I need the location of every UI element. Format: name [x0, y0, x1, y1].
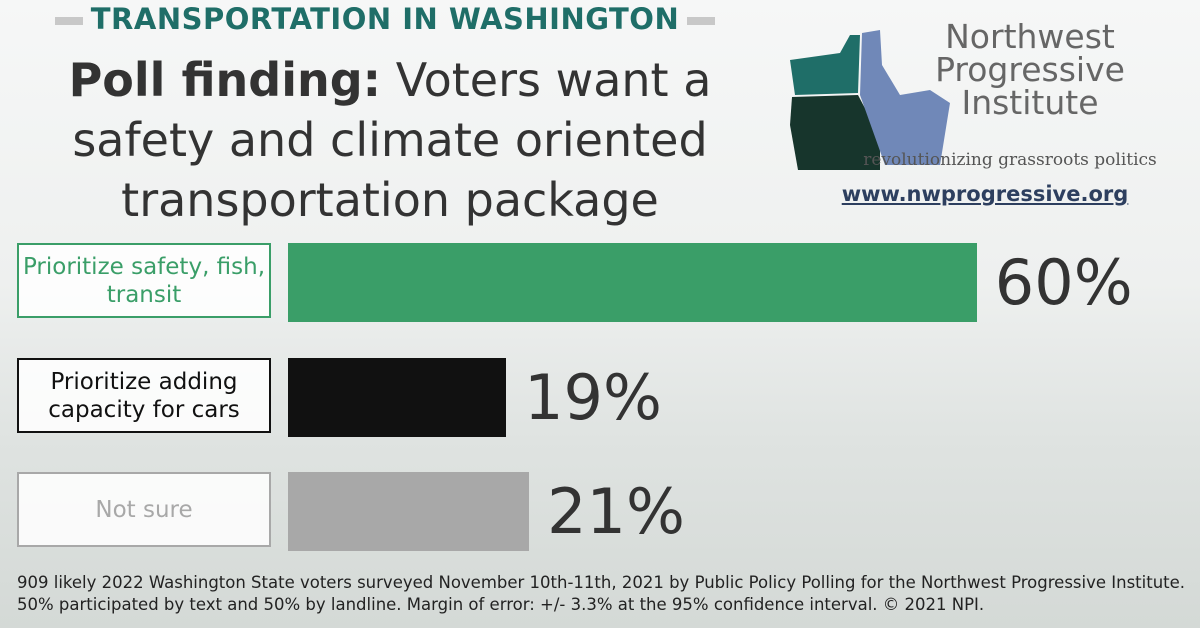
value-label: 60% [994, 246, 1133, 319]
value-label: 21% [547, 475, 685, 548]
bar [288, 472, 530, 551]
org-name: Northwest Progressive Institute [935, 17, 1125, 122]
tagline: revolutionizing grassroots politics [863, 150, 1157, 170]
value-label: 19% [524, 361, 662, 434]
kicker: TRANSPORTATION IN WASHINGTON [30, 2, 740, 36]
url[interactable]: www.nwprogressive.org [841, 182, 1129, 206]
bar [288, 243, 977, 322]
bar [288, 358, 507, 437]
title: Poll finding: Voters want a safety and c… [20, 50, 760, 230]
category-label: Prioritize adding capacity for cars [17, 358, 271, 433]
title-lead: Poll finding: [68, 53, 382, 107]
category-label: Prioritize safety, fish, transit [17, 243, 271, 318]
title-text: Voters want a safety and climate oriente… [72, 53, 712, 227]
logo-map [790, 30, 950, 170]
footnote: 909 likely 2022 Washington State voters … [17, 573, 1186, 614]
category-label: Not sure [17, 472, 271, 547]
